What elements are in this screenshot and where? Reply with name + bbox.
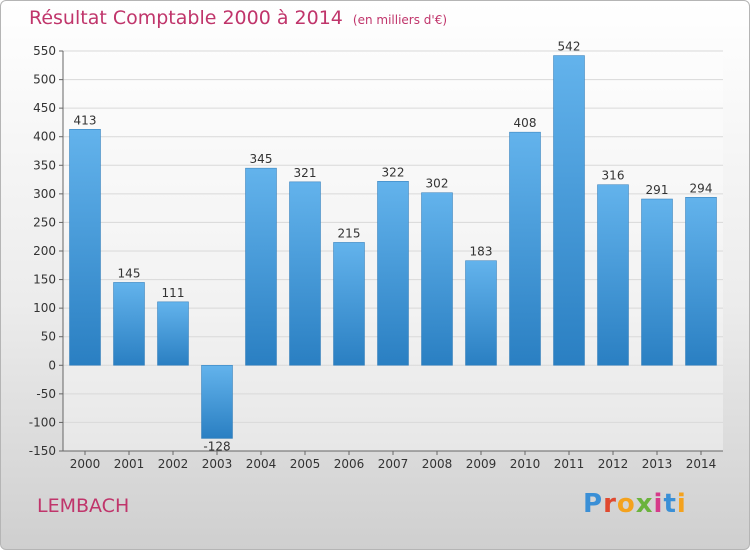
data-label-2013: 291 [646, 183, 669, 197]
x-tick-label: 2010 [510, 457, 541, 471]
y-tick-label: 250 [33, 215, 56, 229]
chart-title: Résultat Comptable 2000 à 2014 (en millie… [29, 7, 447, 29]
y-tick-label: -50 [36, 387, 56, 401]
x-tick-label: 2004 [246, 457, 277, 471]
y-tick-label: 150 [33, 273, 56, 287]
bar-2006 [333, 242, 365, 366]
x-tick-label: 2011 [554, 457, 585, 471]
y-tick-label: 400 [33, 130, 56, 144]
data-label-2001: 145 [118, 266, 141, 280]
data-label-2012: 316 [602, 169, 625, 183]
data-label-2008: 302 [426, 177, 449, 191]
y-tick-label: 450 [33, 101, 56, 115]
x-tick-label: 2012 [598, 457, 629, 471]
bar-2010 [509, 131, 541, 366]
bar-2013 [641, 198, 673, 366]
data-label-2003: -128 [203, 439, 230, 453]
bar-2011 [553, 55, 585, 366]
bar-2014 [685, 197, 717, 366]
y-tick-label: 200 [33, 244, 56, 258]
data-labels: 413 145 111 -128 345 321 215 322 302 183 408 542 316… [74, 40, 713, 454]
data-label-2007: 322 [382, 165, 405, 179]
bar-2012 [597, 184, 629, 366]
data-label-2010: 408 [514, 116, 537, 130]
y-tick-label: 550 [33, 44, 56, 58]
x-tick-label: 2000 [70, 457, 101, 471]
proxiti-logo: Proxiti [583, 489, 687, 519]
bar-2003 [201, 365, 233, 439]
x-tick-label: 2007 [378, 457, 409, 471]
x-tick-label: 2013 [642, 457, 673, 471]
bar-2005 [289, 181, 321, 366]
bars [69, 55, 717, 439]
axes: -150 -100 -50 0 50 100 150 200 250 300 350 400 450 50… [29, 44, 723, 471]
x-tick-label: 2001 [114, 457, 145, 471]
y-tick-label: -150 [29, 444, 56, 458]
y-tick-label: 0 [48, 358, 56, 372]
bar-2008 [421, 192, 453, 366]
data-label-2000: 413 [74, 113, 97, 127]
x-tick-label: 2006 [334, 457, 365, 471]
data-label-2002: 111 [162, 286, 185, 300]
data-label-2014: 294 [690, 181, 713, 195]
data-label-2011: 542 [558, 40, 581, 54]
y-tick-label: 350 [33, 158, 56, 172]
y-tick-label: 50 [41, 330, 56, 344]
data-label-2004: 345 [250, 152, 273, 166]
data-label-2006: 215 [338, 226, 361, 240]
y-tick-label: -100 [29, 415, 56, 429]
bar-2007 [377, 181, 409, 366]
y-tick-label: 500 [33, 73, 56, 87]
bar-2000 [69, 129, 101, 366]
x-tick-label: 2014 [686, 457, 717, 471]
data-label-2005: 321 [294, 166, 317, 180]
bar-2004 [245, 167, 277, 366]
bar-2001 [113, 282, 145, 366]
y-tick-label: 100 [33, 301, 56, 315]
x-tick-label: 2005 [290, 457, 321, 471]
x-tick-label: 2009 [466, 457, 497, 471]
x-tick-label: 2002 [158, 457, 189, 471]
bar-2002 [157, 301, 189, 366]
x-tick-label: 2008 [422, 457, 453, 471]
bar-2009 [465, 260, 497, 366]
y-tick-label: 300 [33, 187, 56, 201]
place-label: LEMBACH [37, 495, 130, 517]
data-label-2009: 183 [470, 245, 493, 259]
x-tick-label: 2003 [202, 457, 233, 471]
chart-title-text: Résultat Comptable 2000 à 2014 [29, 7, 343, 29]
chart-subtitle: (en milliers d'€) [352, 13, 448, 27]
